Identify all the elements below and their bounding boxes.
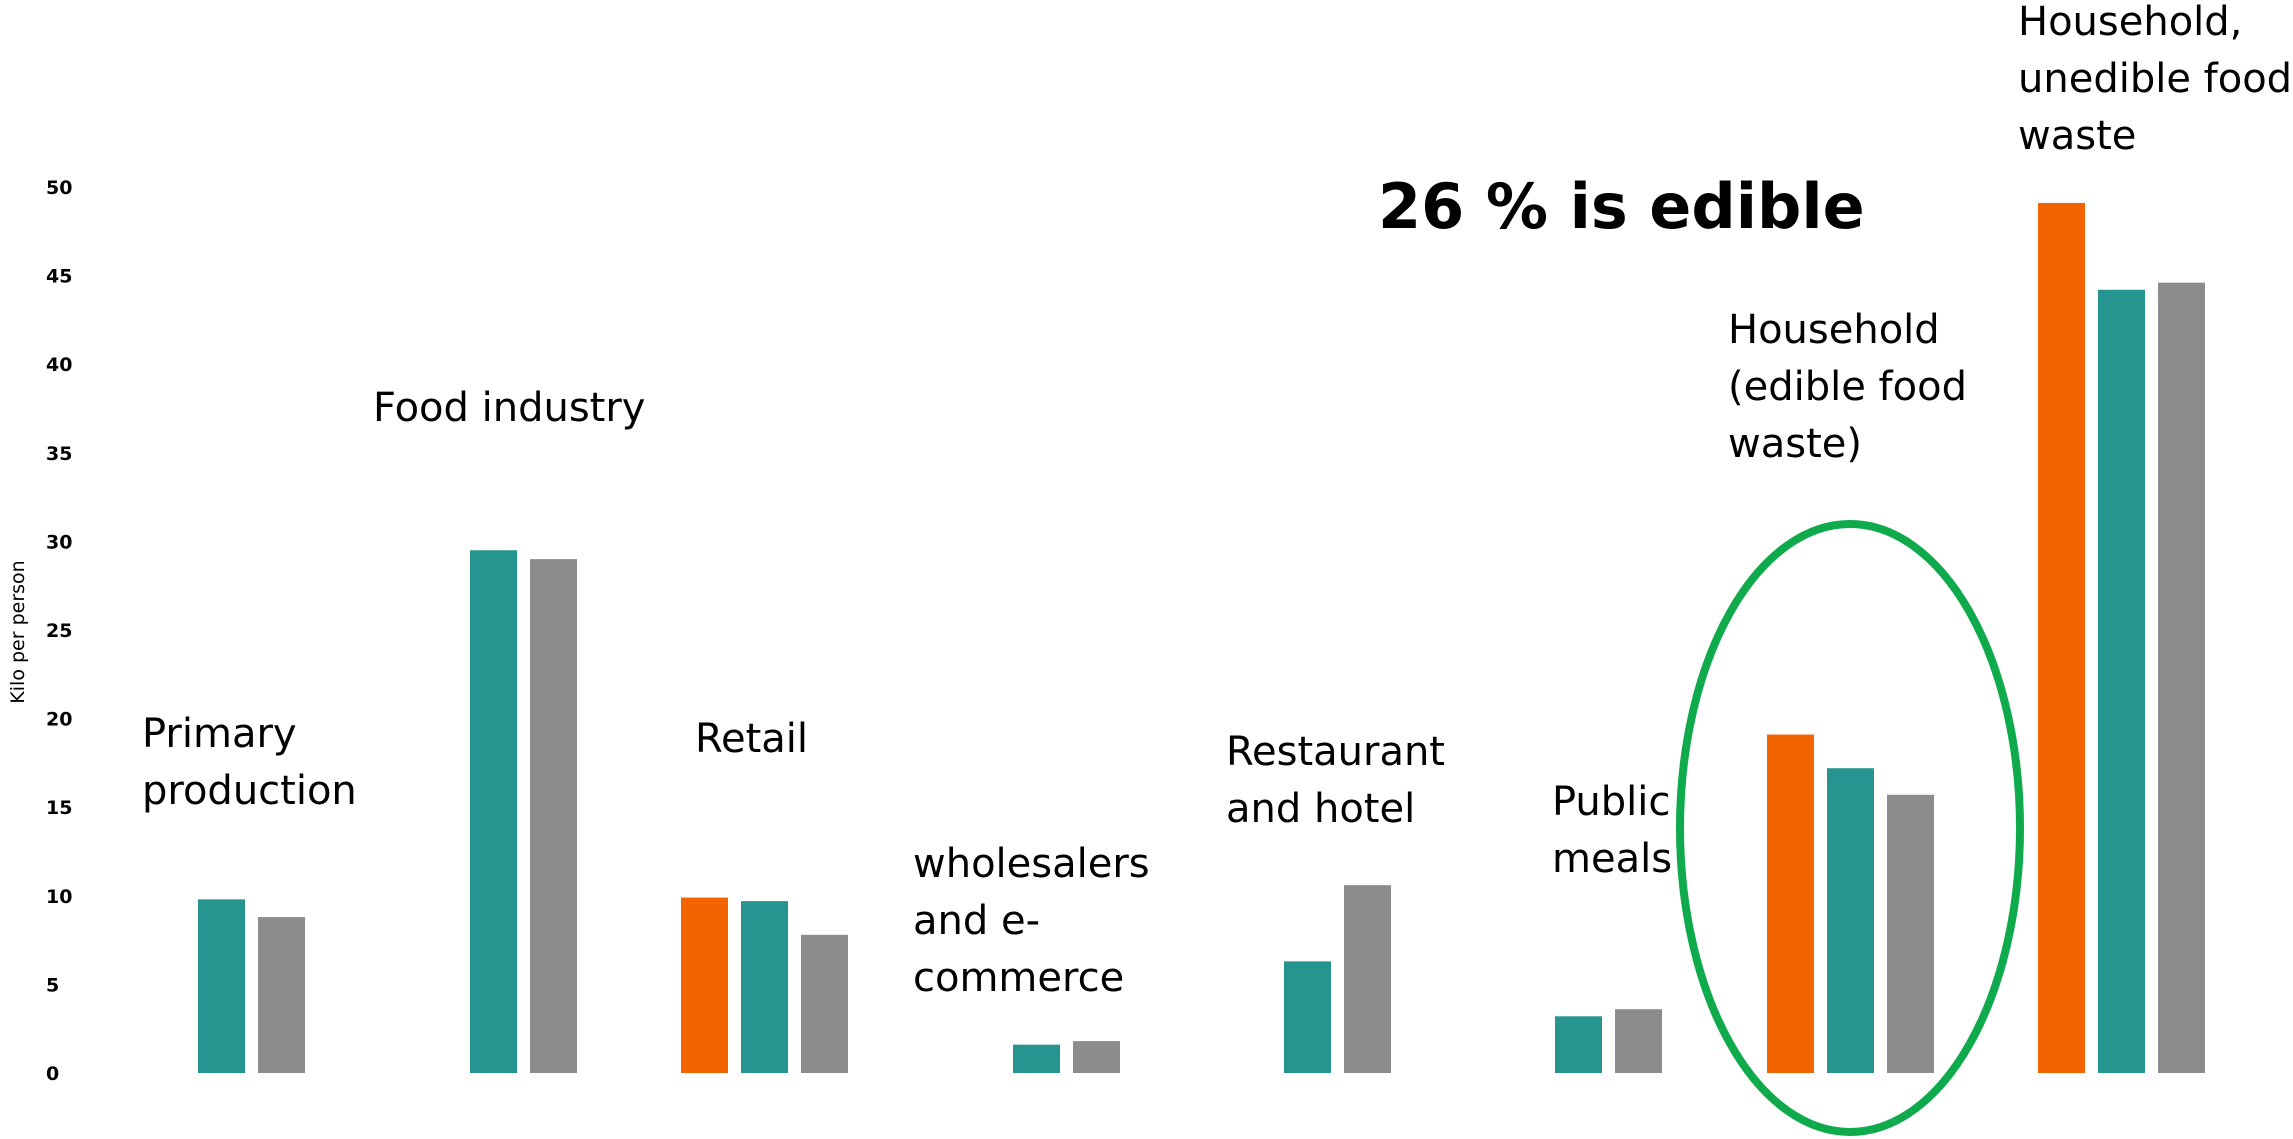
bar-teal: [741, 901, 788, 1073]
y-tick-label: 5: [46, 974, 59, 996]
bar-gray: [1344, 885, 1391, 1073]
category-label: Food industry: [373, 385, 645, 431]
y-axis-ticks: 0 5 10 15 20 25 30 35 40 45 50: [46, 177, 72, 1085]
bar-gray: [2158, 282, 2205, 1073]
bar-orange: [1767, 734, 1814, 1073]
bar-gray: [1615, 1009, 1662, 1073]
category-label: Public: [1552, 779, 1670, 825]
bar-gray: [1073, 1041, 1120, 1073]
y-axis-label: Kilo per person: [7, 560, 29, 703]
category-label: and hotel: [1226, 786, 1415, 832]
y-tick-label: 50: [46, 177, 72, 199]
category-label: unedible food: [2018, 56, 2292, 102]
y-tick-label: 35: [46, 443, 72, 465]
bar-gray: [530, 559, 577, 1073]
highlight-ellipse: [1676, 520, 2024, 1136]
category-label: commerce: [913, 955, 1124, 1001]
y-tick-label: 25: [46, 620, 72, 642]
category-label: Household,: [2018, 0, 2242, 45]
y-tick-label: 15: [46, 797, 72, 819]
y-tick-label: 10: [46, 886, 72, 908]
bar-gray: [801, 934, 848, 1073]
bar-teal: [470, 550, 517, 1073]
category-label: waste): [1728, 421, 1862, 467]
bar-gray: [258, 917, 305, 1073]
category-label: and e-: [913, 898, 1040, 944]
headline-annotation: 26 % is edible: [1378, 170, 1865, 243]
category-label: Retail: [695, 716, 808, 762]
category-label: (edible food: [1728, 364, 1967, 410]
bar-teal: [1284, 961, 1331, 1073]
bar-orange: [2038, 202, 2085, 1073]
bars: [198, 202, 2205, 1073]
y-tick-label: 0: [46, 1063, 59, 1085]
bar-teal: [198, 899, 245, 1073]
category-labels: Primary production Food industry Retail whol…: [142, 0, 2292, 1001]
bar-teal: [1827, 768, 1874, 1073]
y-tick-label: 45: [46, 266, 72, 288]
category-label: production: [142, 768, 357, 814]
category-label: waste: [2018, 113, 2136, 159]
bar-orange: [681, 897, 728, 1073]
bar-gray: [1887, 794, 1934, 1073]
bar-teal: [1555, 1016, 1602, 1073]
bar-teal: [1013, 1044, 1060, 1073]
bar-teal: [2098, 289, 2145, 1073]
category-label: Household: [1728, 307, 1940, 353]
category-label: Restaurant: [1226, 729, 1445, 775]
category-label: wholesalers: [913, 841, 1150, 887]
y-tick-label: 40: [46, 354, 72, 376]
y-tick-label: 20: [46, 709, 72, 731]
category-label: meals: [1552, 836, 1672, 882]
y-tick-label: 30: [46, 531, 72, 553]
category-label: Primary: [142, 711, 297, 757]
